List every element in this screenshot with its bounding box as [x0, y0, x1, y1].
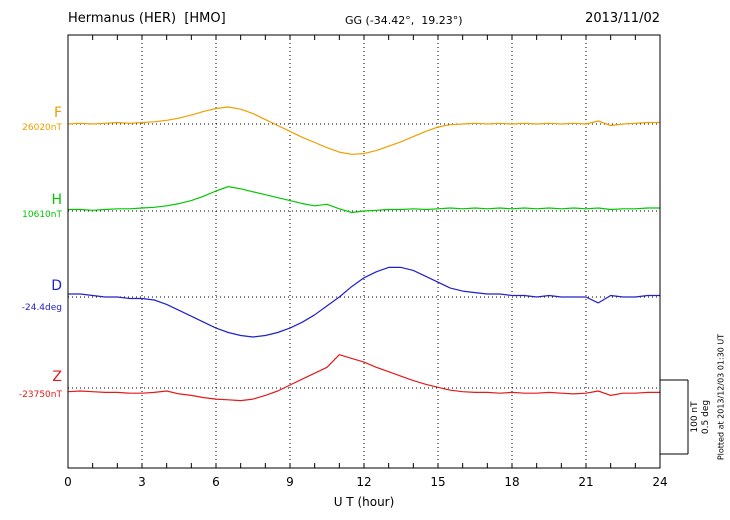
station-title: Hermanus (HER) [HMO] — [68, 11, 226, 26]
trace-F — [67, 106, 661, 155]
x-tick-label: 24 — [652, 475, 668, 489]
date-label: 2013/11/02 — [585, 11, 660, 26]
x-tick-label: 15 — [430, 475, 446, 489]
series-H-baseline-value: 10610nT — [22, 210, 62, 220]
series-H-label: H — [51, 192, 62, 208]
x-tick-label: 18 — [504, 475, 520, 489]
plotted-at-note: Plotted at 2013/12/03 01:30 UT — [716, 333, 726, 461]
series-F-baseline-value: 26020nT — [22, 123, 62, 133]
trace-Z — [67, 354, 661, 402]
scale-indicator: 100 nT 0.5 deg — [690, 400, 712, 434]
scale-deg-label: 0.5 deg — [701, 399, 711, 435]
x-tick-label: 21 — [578, 475, 594, 489]
x-tick-label: 3 — [138, 475, 146, 489]
series-Z-label: Z — [52, 369, 62, 385]
series-F-label: F — [53, 105, 62, 121]
scale-nt-label: 100 nT — [690, 401, 701, 433]
x-tick-label: 12 — [356, 475, 372, 489]
x-axis-label: U T (hour) — [333, 495, 395, 509]
trace-H — [67, 186, 661, 214]
x-tick-label: 0 — [64, 475, 72, 489]
series-D-baseline-value: -24.4deg — [21, 303, 62, 313]
x-tick-label: 9 — [286, 475, 294, 489]
series-Z-baseline-value: -23750nT — [18, 390, 62, 400]
series-D-label: D — [51, 278, 62, 294]
geo-coords: GG (-34.42°, 19.23°) — [345, 14, 463, 27]
trace-D — [67, 266, 661, 338]
x-tick-label: 6 — [212, 475, 220, 489]
